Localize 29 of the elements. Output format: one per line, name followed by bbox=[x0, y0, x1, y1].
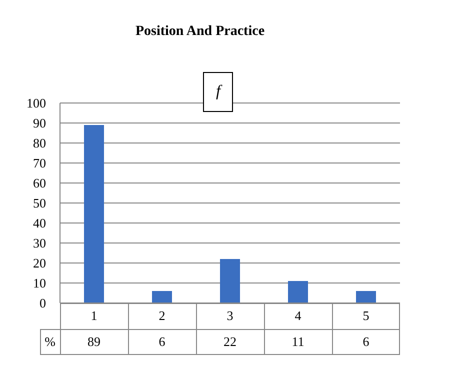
bar bbox=[288, 281, 308, 303]
data-label: 6 bbox=[362, 334, 370, 350]
y-tick-label: 100 bbox=[26, 96, 46, 111]
y-tick-label: 30 bbox=[33, 236, 46, 251]
text: f bbox=[216, 83, 220, 101]
x-tick-label: 4 bbox=[294, 308, 302, 324]
bar bbox=[84, 125, 104, 303]
y-tick-label: 80 bbox=[33, 136, 46, 151]
y-tick-label: 90 bbox=[33, 116, 46, 131]
text: % bbox=[44, 334, 56, 350]
y-tick-label: 20 bbox=[33, 256, 46, 271]
y-tick-label: 40 bbox=[33, 216, 46, 231]
chart-title: Position And Practice bbox=[134, 24, 266, 40]
bar bbox=[152, 291, 172, 303]
y-tick-label: 50 bbox=[33, 196, 46, 211]
x-tick-label: 5 bbox=[362, 308, 370, 324]
x-tick-label: 2 bbox=[158, 308, 166, 324]
x-tick-label: 1 bbox=[90, 308, 98, 324]
data-label: 11 bbox=[290, 334, 306, 350]
data-label: 89 bbox=[86, 334, 102, 350]
data-label: 22 bbox=[222, 334, 238, 350]
y-tick-label: 10 bbox=[33, 276, 46, 291]
x-tick-label: 3 bbox=[226, 308, 234, 324]
y-tick-label: 70 bbox=[33, 156, 46, 171]
data-label: 6 bbox=[158, 334, 166, 350]
bar bbox=[220, 259, 240, 303]
y-tick-label: 0 bbox=[40, 296, 46, 311]
bar bbox=[356, 291, 376, 303]
y-tick-label: 60 bbox=[33, 176, 46, 191]
